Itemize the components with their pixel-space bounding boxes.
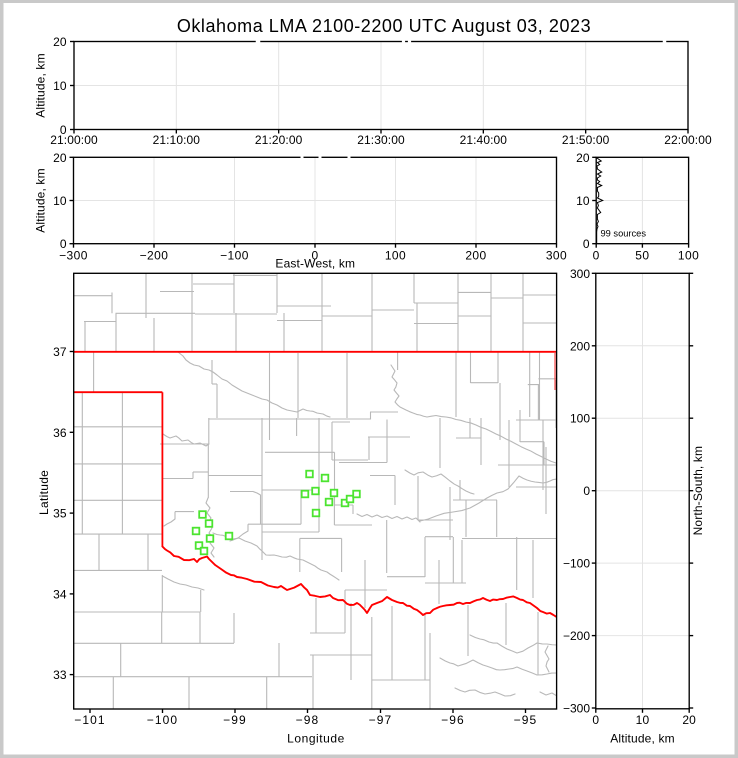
svg-text:10: 10 <box>576 194 590 208</box>
svg-text:20: 20 <box>576 151 590 165</box>
svg-text:−300: −300 <box>59 248 88 262</box>
svg-text:East-West, km: East-West, km <box>275 256 355 270</box>
svg-text:0: 0 <box>60 123 67 137</box>
svg-text:−100: −100 <box>147 713 178 727</box>
svg-text:34: 34 <box>53 587 67 601</box>
svg-text:Longitude: Longitude <box>287 731 345 745</box>
svg-text:North-South, km: North-South, km <box>691 446 705 536</box>
svg-text:99 sources: 99 sources <box>601 229 647 239</box>
svg-text:35: 35 <box>53 507 67 521</box>
svg-text:36: 36 <box>53 426 67 440</box>
svg-text:−98: −98 <box>296 713 320 727</box>
svg-text:21:50:00: 21:50:00 <box>562 133 610 147</box>
svg-text:−200: −200 <box>140 248 169 262</box>
svg-text:10: 10 <box>636 713 650 727</box>
svg-text:Altitude, km: Altitude, km <box>33 168 47 233</box>
svg-text:100: 100 <box>570 412 590 426</box>
svg-text:−200: −200 <box>563 629 590 643</box>
svg-text:−96: −96 <box>441 713 465 727</box>
svg-text:0: 0 <box>60 237 67 251</box>
svg-text:21:20:00: 21:20:00 <box>255 133 303 147</box>
svg-text:20: 20 <box>53 35 67 49</box>
svg-text:0: 0 <box>583 237 590 251</box>
svg-text:−101: −101 <box>74 713 105 727</box>
svg-text:21:30:00: 21:30:00 <box>357 133 405 147</box>
svg-text:−97: −97 <box>369 713 393 727</box>
svg-text:0: 0 <box>592 713 599 727</box>
svg-text:0: 0 <box>311 248 318 262</box>
svg-text:200: 200 <box>465 248 486 262</box>
svg-text:100: 100 <box>678 248 699 262</box>
svg-text:100: 100 <box>385 248 406 262</box>
svg-text:20: 20 <box>682 713 696 727</box>
svg-text:300: 300 <box>570 267 590 281</box>
svg-text:300: 300 <box>546 248 567 262</box>
svg-text:−95: −95 <box>514 713 538 727</box>
svg-text:22:00:00: 22:00:00 <box>664 133 712 147</box>
svg-text:21:10:00: 21:10:00 <box>153 133 201 147</box>
svg-text:Oklahoma LMA 2100-2200 UTC Aug: Oklahoma LMA 2100-2200 UTC August 03, 20… <box>177 16 591 36</box>
svg-text:21:40:00: 21:40:00 <box>460 133 508 147</box>
svg-text:37: 37 <box>53 345 67 359</box>
svg-text:Altitude, km: Altitude, km <box>610 731 675 745</box>
svg-text:33: 33 <box>53 668 67 682</box>
svg-text:20: 20 <box>53 151 67 165</box>
svg-text:50: 50 <box>635 248 649 262</box>
svg-text:−100: −100 <box>220 248 249 262</box>
svg-text:−300: −300 <box>563 702 590 716</box>
svg-text:10: 10 <box>53 194 67 208</box>
svg-text:0: 0 <box>583 484 590 498</box>
svg-text:0: 0 <box>593 248 600 262</box>
svg-text:Latitude: Latitude <box>37 470 51 515</box>
svg-text:200: 200 <box>570 339 590 353</box>
svg-text:10: 10 <box>53 79 67 93</box>
svg-text:−100: −100 <box>563 557 590 571</box>
svg-text:21:00:00: 21:00:00 <box>50 133 98 147</box>
svg-text:−99: −99 <box>223 713 247 727</box>
svg-text:Altitude, km: Altitude, km <box>33 53 47 118</box>
